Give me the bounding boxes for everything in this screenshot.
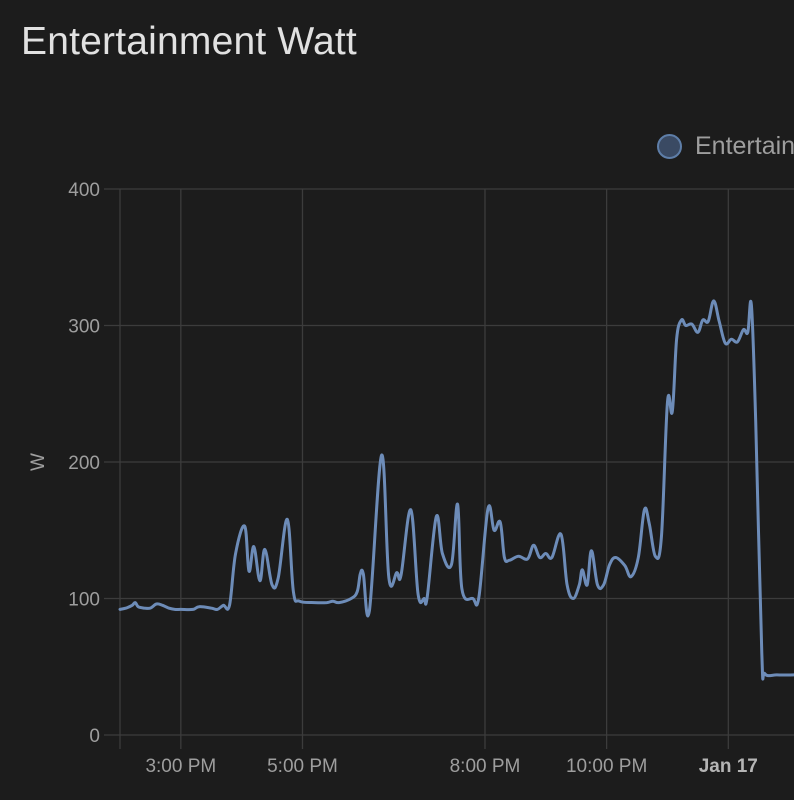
legend-label: Entertain [695, 132, 794, 160]
legend-swatch [657, 134, 682, 159]
x-tick-label: 8:00 PM [450, 756, 521, 777]
y-axis-ticks: 0 100 200 300 400 [68, 180, 100, 747]
x-tick-label: 5:00 PM [267, 756, 338, 777]
card-title: Entertainment Watt [21, 20, 357, 63]
series-lines [118, 299, 794, 681]
y-axis-title: W [28, 453, 49, 471]
x-tick-label: Jan 17 [699, 756, 758, 777]
legend-item[interactable]: Entertain [657, 132, 794, 161]
x-tick-label: 10:00 PM [566, 756, 647, 777]
y-tick-label: 400 [68, 180, 100, 201]
y-tick-label: 100 [68, 590, 100, 611]
y-tick-label: 0 [89, 726, 100, 747]
x-axis-ticks: 3:00 PM 5:00 PM 8:00 PM 10:00 PM Jan 17 [145, 756, 757, 777]
x-tick-label: 3:00 PM [145, 756, 216, 777]
y-tick-label: 300 [68, 317, 100, 338]
y-tick-label: 200 [68, 453, 100, 474]
grid-lines [104, 188, 794, 749]
series-line[interactable] [118, 299, 794, 681]
